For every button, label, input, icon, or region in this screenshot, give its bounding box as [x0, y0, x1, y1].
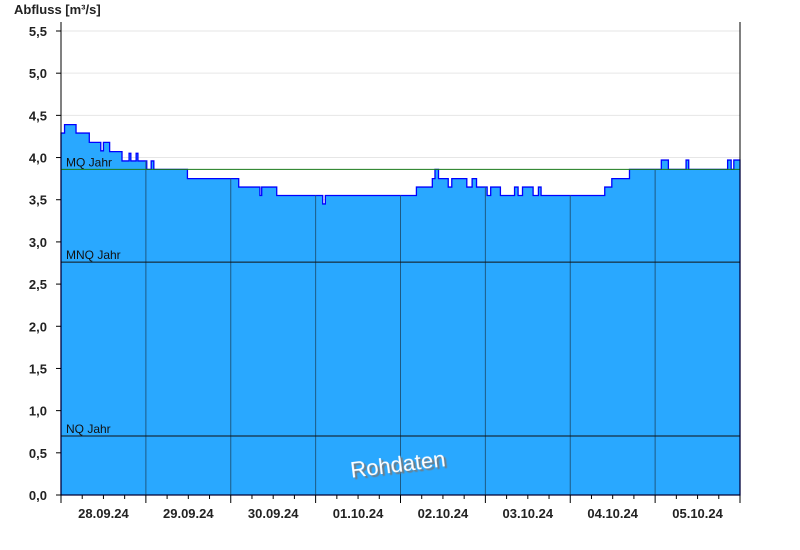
x-tick-label: 05.10.24	[672, 506, 723, 521]
y-tick-label: 4,0	[29, 151, 47, 166]
y-tick-label: 1,5	[29, 361, 47, 376]
y-tick-label: 5,5	[29, 24, 47, 39]
reference-line-label: NQ Jahr	[66, 422, 111, 436]
x-tick-label: 04.10.24	[587, 506, 638, 521]
y-tick-label: 3,0	[29, 235, 47, 250]
x-tick-label: 30.09.24	[248, 506, 299, 521]
y-tick-label: 2,5	[29, 277, 47, 292]
y-tick-label: 0,5	[29, 446, 47, 461]
y-tick-label: 0,0	[29, 488, 47, 503]
y-tick-label: 2,0	[29, 319, 47, 334]
reference-line-label: MQ Jahr	[66, 155, 112, 169]
x-tick-label: 29.09.24	[163, 506, 214, 521]
y-tick-label: 1,0	[29, 404, 47, 419]
x-tick-label: 02.10.24	[418, 506, 469, 521]
y-axis-label: Abfluss [m³/s]	[14, 2, 101, 17]
y-tick-label: 4,5	[29, 108, 47, 123]
reference-line-label: MNQ Jahr	[66, 248, 121, 262]
y-tick-label: 3,5	[29, 193, 47, 208]
y-tick-label: 5,0	[29, 66, 47, 81]
x-tick-label: 28.09.24	[78, 506, 129, 521]
x-tick-label: 01.10.24	[333, 506, 384, 521]
x-tick-label: 03.10.24	[503, 506, 554, 521]
